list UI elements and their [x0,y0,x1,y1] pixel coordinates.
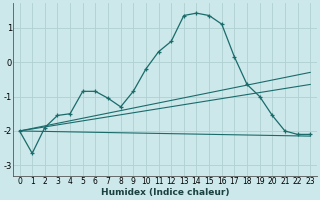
X-axis label: Humidex (Indice chaleur): Humidex (Indice chaleur) [100,188,229,197]
